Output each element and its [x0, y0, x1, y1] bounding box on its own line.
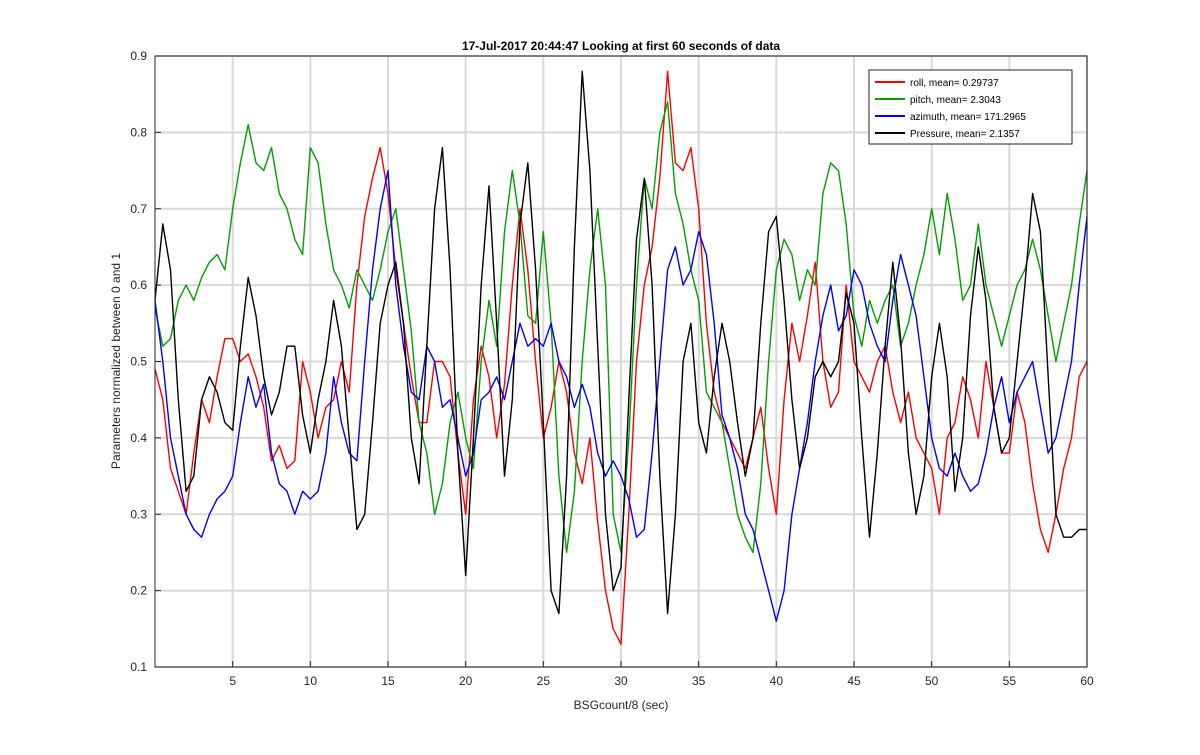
y-tick-label: 0.5: [130, 355, 147, 369]
y-tick-label: 0.4: [130, 431, 147, 445]
x-tick-label: 5: [229, 674, 236, 688]
x-tick-label: 45: [847, 674, 861, 688]
x-tick-labels: 5 10 15 20 25 30 35 40 45 50 55 60: [229, 674, 1094, 688]
ticks: [155, 55, 1088, 668]
x-tick-label: 35: [692, 674, 706, 688]
x-tick-label: 20: [459, 674, 473, 688]
chart-title: 17-Jul-2017 20:44:47 Looking at first 60…: [462, 39, 780, 53]
series-lines: [154, 70, 1088, 645]
x-tick-label: 10: [304, 674, 318, 688]
series-line-3: [154, 70, 1087, 615]
y-tick-label: 0.7: [130, 202, 147, 216]
y-tick-label: 0.3: [130, 507, 147, 521]
x-tick-label: 60: [1080, 674, 1094, 688]
y-tick-label: 0.2: [130, 584, 147, 598]
x-tick-label: 30: [614, 674, 628, 688]
y-tick-label: 0.9: [130, 49, 147, 63]
y-tick-label: 0.8: [130, 125, 147, 139]
y-tick-labels: 0.1 0.2 0.3 0.4 0.5 0.6 0.7 0.8 0.9: [130, 49, 147, 674]
y-tick-label: 0.6: [130, 278, 147, 292]
x-axis-label: BSGcount/8 (sec): [574, 698, 669, 712]
x-tick-label: 55: [1003, 674, 1017, 688]
series-line-0: [154, 70, 1088, 645]
y-axis-label: Parameters normalized between 0 and 1: [109, 253, 123, 469]
x-tick-label: 25: [537, 674, 551, 688]
series-line-2: [154, 169, 1088, 622]
legend-entry: roll, mean= 0.29737: [910, 78, 999, 89]
x-tick-label: 50: [925, 674, 939, 688]
x-tick-label: 40: [770, 674, 784, 688]
series-line-1: [154, 101, 1088, 554]
legend-entry: pitch, mean= 2.3043: [910, 95, 1001, 106]
legend: roll, mean= 0.29737 pitch, mean= 2.3043 az…: [868, 69, 1073, 145]
legend-entry: Pressure, mean= 2.1357: [910, 129, 1020, 140]
x-tick-label: 15: [381, 674, 395, 688]
legend-entry: azimuth, mean= 171.2965: [910, 112, 1026, 123]
y-tick-label: 0.1: [130, 660, 147, 674]
